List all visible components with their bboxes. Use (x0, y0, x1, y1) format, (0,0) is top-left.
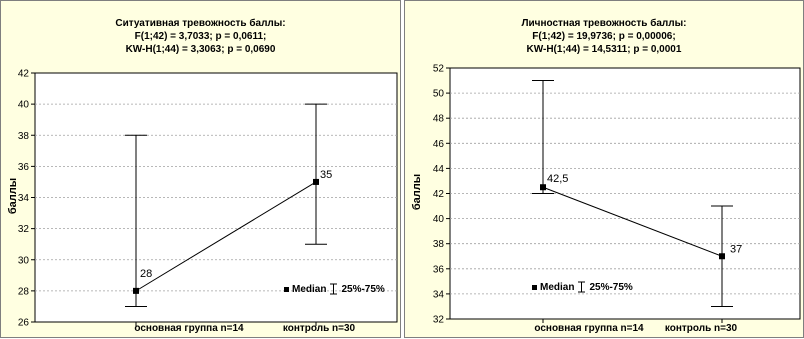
legend-range-label: 25%-75% (589, 281, 633, 293)
median-point (719, 253, 725, 260)
y-tick-label: 32 (18, 224, 30, 235)
median-value-label: 35 (320, 169, 332, 181)
y-tick-label: 32 (433, 315, 445, 326)
legend: Median 25%-75% (532, 281, 633, 293)
y-tick-label: 44 (433, 164, 445, 175)
median-line (135, 181, 317, 292)
y-tick-label: 38 (18, 131, 30, 142)
y-tick-label: 48 (433, 114, 445, 125)
y-tick-label: 36 (433, 264, 445, 275)
chart-subtitle-line-1: F(1;42) = 3,7033; p = 0,0611; (134, 31, 267, 42)
x-category-label-main-group: основная группа n=14 (134, 323, 244, 334)
plot-area: 32 34 36 38 40 42 44 46 48 50 52 42,5 37 (433, 64, 801, 326)
legend-median-label: Median (292, 283, 327, 295)
legend-median-label: Median (540, 281, 575, 293)
y-tick-label: 46 (433, 139, 445, 150)
y-tick-label: 28 (18, 286, 30, 297)
x-category-label-main-group: основная группа n=14 (534, 323, 644, 334)
median-value-label: 37 (730, 243, 742, 255)
median-marker-icon (532, 284, 537, 290)
y-tick-label: 34 (18, 193, 30, 204)
legend: Median 25%-75% (284, 283, 385, 295)
chart-title: Личностная тревожность баллы: (521, 18, 687, 29)
chart-title-block: Личностная тревожность баллы: F(1;42) = … (405, 17, 803, 56)
median-point (540, 184, 546, 191)
range-whisker-icon (330, 283, 338, 295)
y-axis-label: баллы (7, 177, 19, 215)
y-tick-label: 40 (18, 100, 30, 111)
chart-title-block: Ситуативная тревожность баллы: F(1;42) =… (1, 17, 400, 56)
y-tick-label: 42 (18, 69, 30, 80)
median-value-label: 42,5 (547, 173, 568, 185)
y-tick-label: 30 (18, 255, 30, 266)
y-tick-label: 42 (433, 189, 445, 200)
y-axis-label: баллы (411, 173, 423, 211)
median-line (542, 186, 723, 257)
x-category-label-control: контроль n=30 (282, 323, 356, 334)
median-value-label: 28 (140, 268, 152, 280)
y-tick-label: 40 (433, 214, 445, 225)
chart-subtitle-line-1: F(1;42) = 19,9736; p = 0,00006; (532, 31, 676, 42)
chart-title: Ситуативная тревожность баллы: (115, 18, 286, 29)
chart-subtitle-line-2: KW-H(1;44) = 3,3063; p = 0,0690 (125, 44, 276, 55)
legend-range-label: 25%-75% (341, 283, 385, 295)
chart-panel-personal: Личностная тревожность баллы: F(1;42) = … (404, 0, 804, 338)
y-tick-label: 34 (433, 289, 445, 300)
chart-panel-situational: Ситуативная тревожность баллы: F(1;42) =… (0, 0, 401, 338)
y-tick-label: 50 (433, 89, 445, 100)
chart-subtitle-line-2: KW-H(1;44) = 14,5311; p = 0,0001 (526, 44, 682, 55)
range-whisker-icon (578, 281, 586, 293)
y-tick-label: 38 (433, 239, 445, 250)
x-category-label-control: контроль n=30 (664, 323, 738, 334)
y-tick-label: 26 (18, 318, 30, 329)
y-tick-label: 36 (18, 162, 30, 173)
plot-area: 26 28 30 32 34 36 38 40 42 28 35 (18, 69, 398, 329)
median-point (133, 287, 139, 294)
y-tick-label: 52 (433, 64, 445, 75)
median-marker-icon (284, 286, 289, 292)
median-point (313, 178, 319, 185)
